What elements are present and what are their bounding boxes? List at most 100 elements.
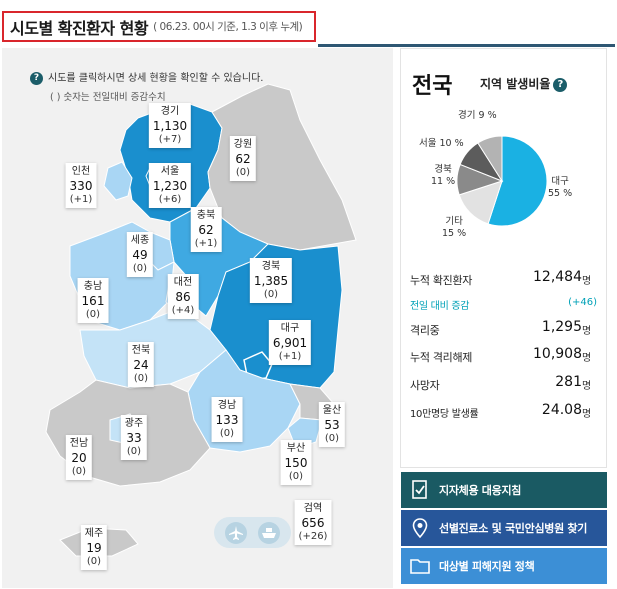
region-name: 부산 <box>286 443 306 454</box>
region-delta: (+26) <box>298 530 328 542</box>
region-value: 20 <box>71 450 87 465</box>
region-label-ulsan[interactable]: 울산 53 (0) <box>318 402 346 447</box>
region-delta: (0) <box>219 427 235 439</box>
region-value: 86 <box>175 289 191 304</box>
button-label: 지자체용 대응지침 <box>439 484 522 497</box>
stat-unit: 명 <box>582 326 592 337</box>
region-label-seoul[interactable]: 서울 1,230 (+6) <box>148 163 192 208</box>
region-delta: (0) <box>235 166 251 178</box>
region-label-daegu[interactable]: 대구 6,901 (+1) <box>268 320 312 365</box>
document-check-icon <box>409 479 431 501</box>
region-delta: (0) <box>263 288 279 300</box>
stat-label-daily-change: 전일 대비 증감 <box>410 301 470 312</box>
stat-label-confirmed: 누적 확진환자 <box>410 274 473 287</box>
region-label-gangwon[interactable]: 강원 62 (0) <box>229 136 257 181</box>
stat-label-released: 누적 격리해제 <box>410 351 473 364</box>
region-delta: (0) <box>71 465 87 477</box>
region-name: 대구 <box>280 323 300 334</box>
region-value: 19 <box>86 540 102 555</box>
region-delta: (+1) <box>194 237 218 249</box>
region-label-jeonnam[interactable]: 전남 20 (0) <box>65 435 93 480</box>
stat-unit: 명 <box>582 276 592 287</box>
location-pin-icon <box>409 517 431 539</box>
region-delta: (+1) <box>278 350 302 362</box>
screening-clinic-button[interactable]: 선별진료소 및 국민안심병원 찾기 <box>401 510 607 546</box>
region-delta: (0) <box>126 445 142 457</box>
region-value: 6,901 <box>272 335 308 350</box>
region-name: 세종 <box>130 235 150 246</box>
help-icon[interactable]: ? <box>553 77 568 92</box>
help-icon[interactable]: ? <box>30 71 43 85</box>
airplane-icon <box>225 521 248 544</box>
ratio-title-text: 지역 발생비율 <box>480 77 551 91</box>
region-delta: (0) <box>324 432 340 444</box>
map-info-text: 시도를 클릭하시면 상세 현황을 확인할 수 있습니다. <box>48 73 264 84</box>
region-label-gyeongbuk[interactable]: 경북 1,385 (0) <box>249 258 293 303</box>
button-label: 대상별 피해지원 정책 <box>439 560 535 573</box>
region-value: 53 <box>324 417 340 432</box>
support-policy-button[interactable]: 대상별 피해지원 정책 <box>401 548 607 584</box>
region-name: 경기 <box>160 106 180 117</box>
region-label-busan[interactable]: 부산 150 (0) <box>280 440 312 485</box>
region-value: 1,230 <box>152 178 188 193</box>
region-name: 전북 <box>131 345 151 356</box>
stat-label-deaths: 사망자 <box>410 379 440 392</box>
stat-unit: 명 <box>582 409 592 420</box>
region-value: 62 <box>198 222 214 237</box>
region-value: 133 <box>215 412 239 427</box>
region-label-chungnam[interactable]: 충남 161 (0) <box>77 278 109 323</box>
nationwide-panel <box>400 48 607 468</box>
map-region-incheon[interactable] <box>103 161 133 201</box>
region-label-jeonbuk[interactable]: 전북 24 (0) <box>127 342 155 387</box>
nationwide-title: 전국 <box>412 74 453 99</box>
region-delta: (+7) <box>158 133 182 145</box>
header-divider <box>318 44 615 47</box>
region-value: 656 <box>301 515 325 530</box>
stat-value-deaths: 281 <box>555 374 582 390</box>
pie-label-gyeongbuk: 경북 11 % <box>431 164 456 188</box>
region-name: 인천 <box>71 166 91 177</box>
region-name: 경남 <box>217 400 237 411</box>
page-title-box: 시도별 확진환자 현황 ( 06.23. 00시 기준, 1.3 이후 누계) <box>2 11 316 42</box>
region-delta: (+1) <box>69 193 93 205</box>
region-delta: (0) <box>85 308 101 320</box>
region-name: 광주 <box>124 418 144 429</box>
region-label-incheon[interactable]: 인천 330 (+1) <box>65 163 97 208</box>
region-label-daejeon[interactable]: 대전 86 (+4) <box>167 274 199 319</box>
button-label: 선별진료소 및 국민안심병원 찾기 <box>439 522 588 535</box>
region-value: 330 <box>69 178 93 193</box>
region-delta: (+4) <box>171 304 195 316</box>
region-label-chungbuk[interactable]: 충북 62 (+1) <box>190 207 222 252</box>
region-name: 제주 <box>84 528 104 539</box>
stat-unit: 명 <box>582 381 592 392</box>
region-name: 울산 <box>322 405 342 416</box>
region-label-gyeongnam[interactable]: 경남 133 (0) <box>211 397 243 442</box>
region-label-gwangju[interactable]: 광주 33 (0) <box>120 415 148 460</box>
region-label-jeju[interactable]: 제주 19 (0) <box>80 525 108 570</box>
map-info-sub: ( ) 숫자는 전일대비 증감수치 <box>50 92 166 103</box>
stat-value-released: 10,908 <box>533 346 582 362</box>
pie-label-gyeonggi: 경기 9 % <box>458 110 497 121</box>
region-name: 강원 <box>233 139 253 150</box>
region-value: 24 <box>133 357 149 372</box>
region-label-quarantine[interactable]: 검역 656 (+26) <box>294 500 332 545</box>
stat-value-confirmed: 12,484 <box>533 269 582 285</box>
region-name: 전남 <box>69 438 89 449</box>
ship-icon <box>257 521 280 544</box>
stat-value-isolated: 1,295 <box>541 319 582 335</box>
region-value: 1,385 <box>253 273 289 288</box>
region-label-gyeonggi[interactable]: 경기 1,130 (+7) <box>148 103 192 148</box>
region-name: 충북 <box>196 210 216 221</box>
region-delta: (0) <box>86 555 102 567</box>
region-delta: (0) <box>132 262 148 274</box>
page-subtitle: ( 06.23. 00시 기준, 1.3 이후 누계) <box>153 21 303 33</box>
region-name: 서울 <box>160 166 180 177</box>
folder-icon <box>409 555 431 577</box>
region-label-sejong[interactable]: 세종 49 (0) <box>126 232 154 277</box>
local-gov-guideline-button[interactable]: 지자체용 대응지침 <box>401 472 607 508</box>
region-name: 경북 <box>261 261 281 272</box>
region-delta: (0) <box>288 470 304 482</box>
page-title: 시도별 확진환자 현황 <box>10 18 149 38</box>
stat-value-daily-change: (+46) <box>568 297 597 308</box>
stat-value-incidence: 24.08 <box>541 402 582 418</box>
